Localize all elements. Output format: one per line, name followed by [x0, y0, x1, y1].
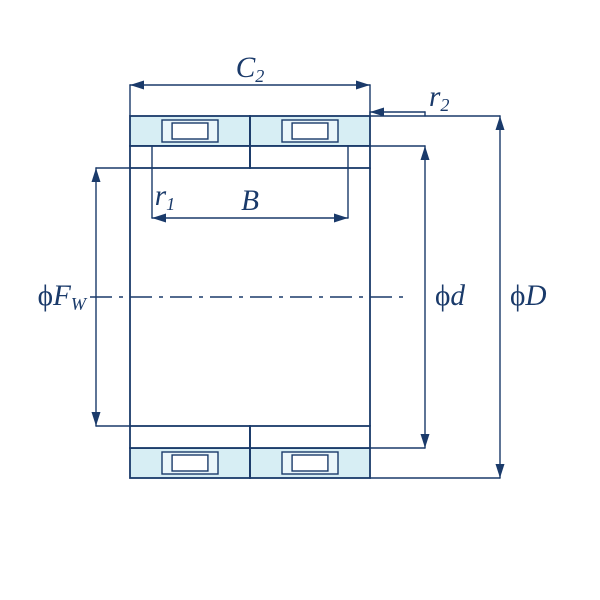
bearing-cross-section-diagram: C2 Br2 ϕFW ϕd ϕD r1 [0, 0, 600, 600]
label-r2: r2 [429, 81, 449, 115]
label-phiD: ϕD [510, 280, 547, 312]
label-r1: r1 [155, 180, 175, 214]
label-phiFw: ϕFW [38, 280, 88, 314]
label-phid: ϕd [435, 280, 465, 312]
label-B: B [241, 185, 259, 217]
label-C2: C2 [236, 52, 265, 86]
